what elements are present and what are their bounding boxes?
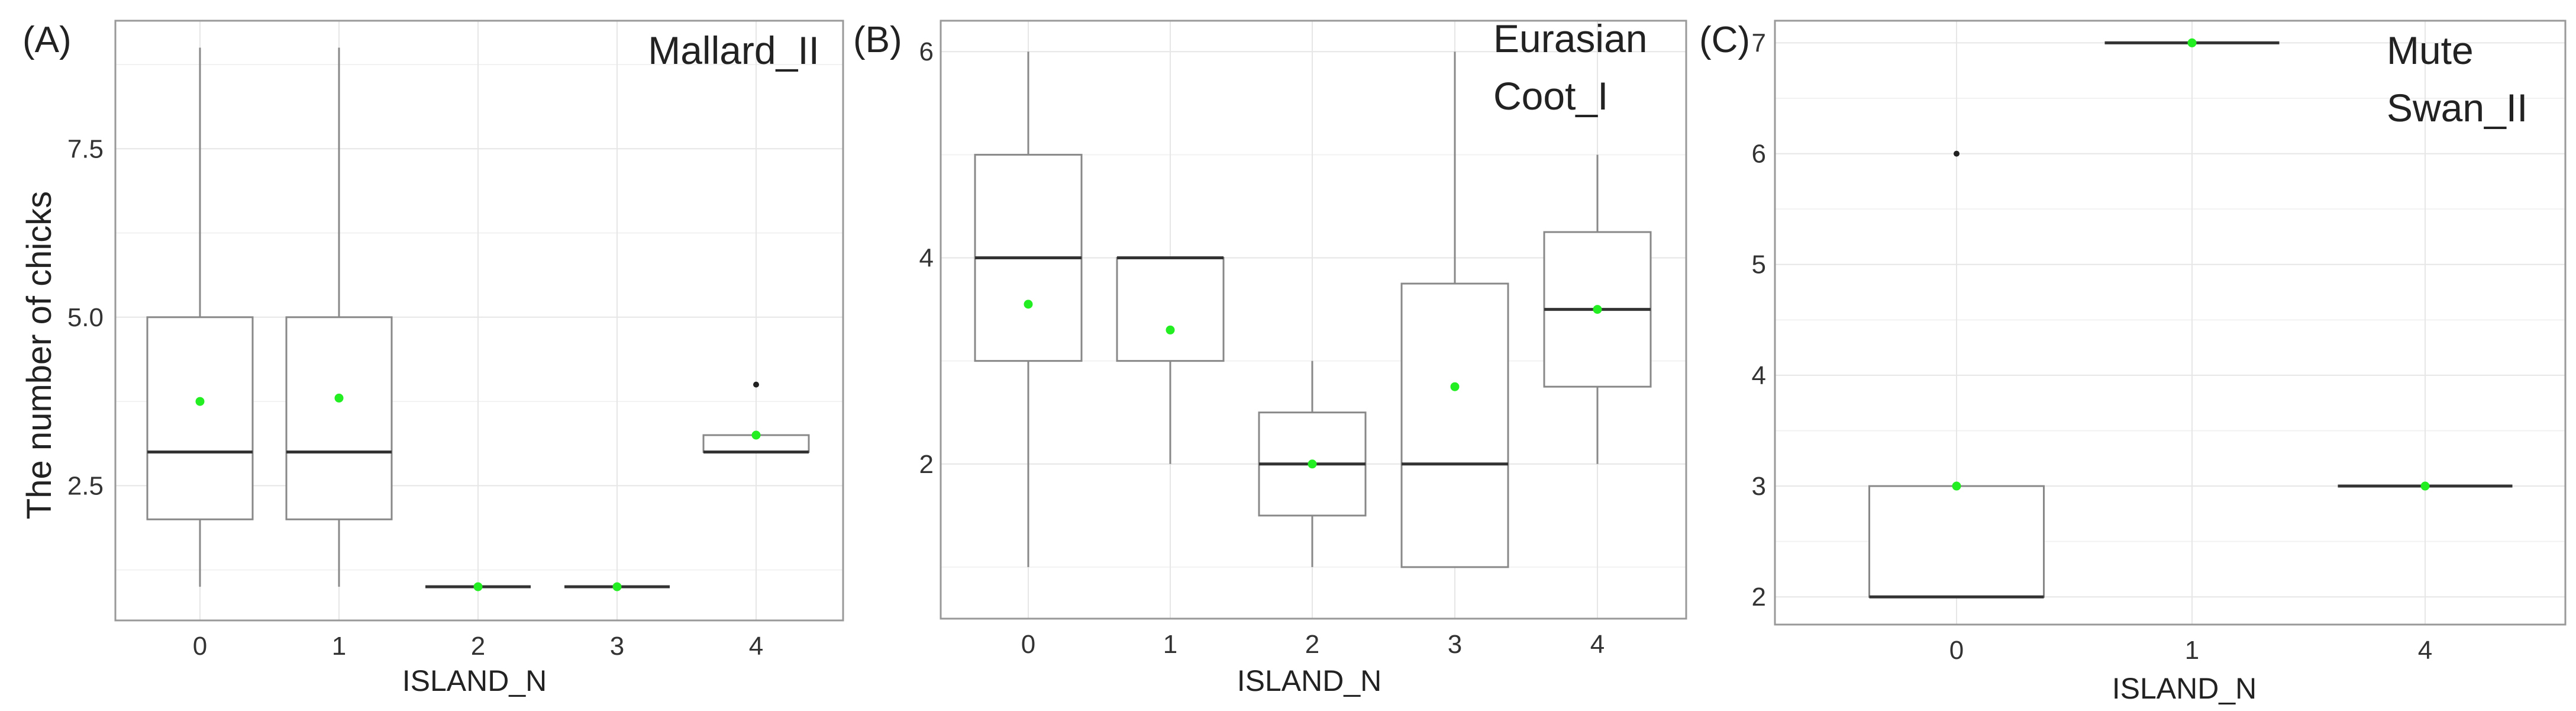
panel-a-letter: (A) xyxy=(22,20,72,60)
panel-b-y-tick-label: 6 xyxy=(919,37,934,66)
panel-c-x-axis-label: ISLAND_N xyxy=(2112,672,2257,705)
panel-a-x-axis-label: ISLAND_N xyxy=(402,664,547,697)
panel-b-plot: 2 4 6 0 1 2 3 4 xyxy=(919,20,1687,659)
panel-a-y-tick-label: 2.5 xyxy=(67,471,104,500)
panel-a-mean-point xyxy=(751,430,761,440)
panel-b-mean-point xyxy=(1308,459,1317,469)
panel-b-x-axis-label: ISLAND_N xyxy=(1237,664,1382,697)
panel-a-y-tick-label: 5.0 xyxy=(67,303,104,332)
panel-b-y-tick-label: 4 xyxy=(919,244,934,273)
panel-a-plot-border xyxy=(114,20,844,622)
panel-b-box xyxy=(1116,257,1225,362)
panel-b-mean-point xyxy=(1593,305,1602,314)
panel-c-title-line-2: Swan_II xyxy=(2387,86,2527,130)
panel-a-y-tick-label: 7.5 xyxy=(67,134,104,163)
panel-c-y-tick-label: 5 xyxy=(1752,250,1766,279)
panel-c-y-tick-label: 3 xyxy=(1752,472,1766,501)
panel-c-y-tick-label: 4 xyxy=(1752,361,1766,390)
panel-b-title-line-2: Coot_I xyxy=(1493,74,1608,118)
panel-a-x-tick-label: 0 xyxy=(193,632,207,661)
panel-c-y-tick-label: 2 xyxy=(1752,583,1766,612)
panel-a-x-tick-label: 2 xyxy=(471,632,485,661)
panel-c-y-tick-label: 6 xyxy=(1752,140,1766,169)
panel-a-x-tick-label: 1 xyxy=(332,632,346,661)
panel-c-title-line-1: Mute xyxy=(2387,28,2474,72)
panel-b-title-line-1: Eurasian xyxy=(1493,17,1648,60)
panel-a-mean-point xyxy=(334,393,344,403)
panel-a-x-tick-label: 3 xyxy=(610,632,624,661)
panel-c-x-tick-label: 0 xyxy=(1949,636,1964,665)
panel-c-letter: (C) xyxy=(1699,20,1750,60)
panel-a-outlier-point xyxy=(753,381,759,388)
panel-a-x-tick-label: 4 xyxy=(749,632,763,661)
panel-c-outlier-point xyxy=(1954,150,1960,157)
panel-b-y-tick-label: 2 xyxy=(919,450,934,479)
panel-b-x-tick-label: 3 xyxy=(1448,630,1462,659)
panel-b-box xyxy=(1400,282,1509,568)
panel-b-x-tick-label: 1 xyxy=(1163,630,1177,659)
panel-b-plot-border xyxy=(940,20,1687,620)
panel-a-title: Mallard_II xyxy=(648,28,819,72)
panel-b-mean-point xyxy=(1166,325,1175,334)
panel-a-box xyxy=(285,316,393,520)
panel-a-mean-point xyxy=(473,582,483,591)
panel-c-plot: 2 3 4 5 6 7 0 1 4 xyxy=(1752,20,2567,665)
panel-c-box xyxy=(1868,485,2045,598)
panel-b-mean-point xyxy=(1450,382,1460,391)
panel-a-mean-point xyxy=(195,397,205,406)
panel-b-x-tick-label: 2 xyxy=(1305,630,1319,659)
panel-c-plot-border xyxy=(1774,20,2567,626)
panel-a-mean-point xyxy=(612,582,622,591)
panel-b: (B) 2 4 6 0 1 2 3 4 Eurasian Coot_I ISLAND_N xyxy=(853,17,1687,697)
panel-b-mean-point xyxy=(1024,300,1033,309)
panel-c-mean-point xyxy=(1952,481,1961,491)
panel-c-mean-point xyxy=(2187,38,2197,47)
panel-a-plot: 2.5 5.0 7.5 0 1 2 3 4 xyxy=(67,20,844,661)
panel-c-x-tick-label: 4 xyxy=(2418,636,2432,665)
panel-a-box xyxy=(146,316,254,520)
panel-a-y-axis-label: The number of chicks xyxy=(20,191,59,519)
panel-a: (A) The number of chicks 2.55.07.50 1 2 3 4 … xyxy=(20,20,844,697)
panel-c-mean-point xyxy=(2420,481,2430,491)
panel-c-y-tick-label: 7 xyxy=(1752,28,1766,57)
panel-b-letter: (B) xyxy=(853,20,902,60)
panel-b-x-tick-label: 4 xyxy=(1590,630,1605,659)
panel-c-x-tick-label: 1 xyxy=(2185,636,2199,665)
panel-c: (C) 2 3 4 5 6 7 0 1 4 Mute Swan_II ISLAND_N xyxy=(1699,20,2567,705)
panel-b-x-tick-label: 0 xyxy=(1021,630,1035,659)
